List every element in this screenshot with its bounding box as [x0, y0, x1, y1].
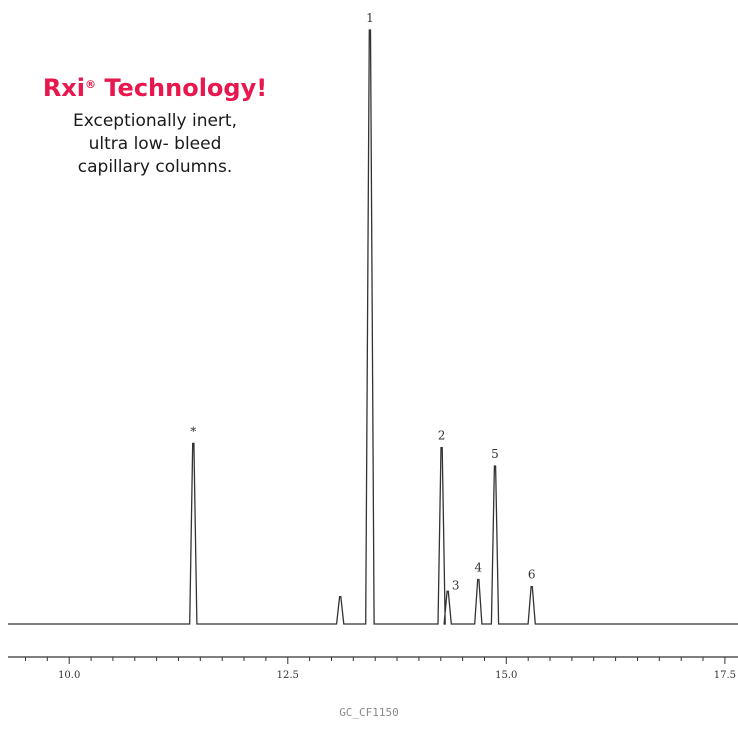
x-tick-label: 17.5: [714, 670, 736, 681]
headline: Rxi® Technology!: [20, 74, 290, 102]
subtext: Exceptionally inert, ultra low- bleed ca…: [20, 110, 290, 179]
subtext-line-3: capillary columns.: [77, 157, 233, 177]
peak-label-6: 6: [528, 568, 536, 582]
chromatogram-trace: [8, 29, 738, 625]
headline-rest: Technology!: [96, 74, 268, 102]
peak-labels: * 1 2 34 5 6: [190, 11, 535, 592]
peak-label-3: 3: [452, 578, 460, 592]
peak-label-5: 5: [491, 447, 499, 461]
peak-label-2: 2: [438, 429, 446, 443]
headline-brand: Rxi: [42, 74, 85, 102]
x-axis-ticks: 10.0 12.5 15.0 17.5: [25, 657, 736, 681]
x-tick-label: 10.0: [58, 670, 80, 681]
x-tick-label: 15.0: [495, 670, 517, 681]
chromatogram: * 1 2 34 5 6 10.0 12.5 15.0 17.5: [8, 11, 738, 681]
x-tick-label: 12.5: [277, 670, 299, 681]
subtext-line-1: Exceptionally inert,: [72, 111, 237, 131]
figure-code: GC_CF1150: [339, 706, 399, 719]
peak-label-star: *: [190, 424, 196, 438]
registered-mark: ®: [85, 78, 96, 91]
subtext-line-2: ultra low- bleed: [88, 134, 222, 154]
peak-label-4: 4: [474, 561, 482, 575]
peak-label-1: 1: [366, 11, 374, 25]
